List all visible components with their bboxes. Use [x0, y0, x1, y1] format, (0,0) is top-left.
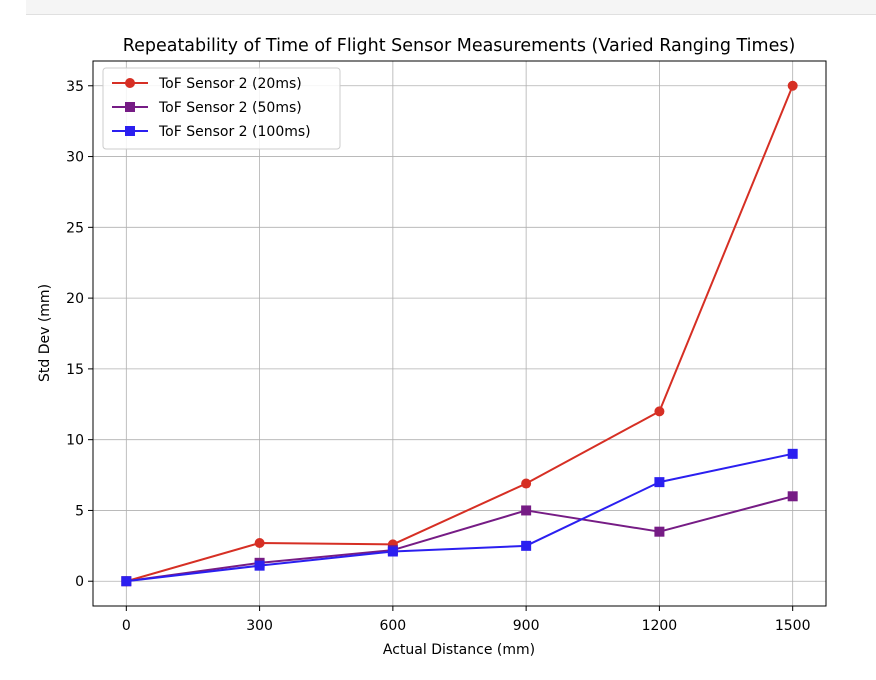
y-tick-label: 20: [66, 291, 84, 307]
legend-label: ToF Sensor 2 (50ms): [158, 100, 302, 116]
x-tick-label: 1500: [775, 618, 811, 634]
data-point: [654, 406, 665, 417]
data-point: [521, 505, 532, 516]
y-tick-label: 35: [66, 79, 84, 95]
series-line: [126, 452, 793, 583]
y-tick-label: 10: [66, 433, 84, 449]
series-line: [126, 495, 793, 583]
legend-label: ToF Sensor 2 (100ms): [158, 124, 311, 140]
y-tick-label: 30: [66, 150, 84, 166]
legend-marker: [125, 126, 135, 136]
x-tick-label: 600: [379, 618, 406, 634]
y-tick-label: 0: [75, 574, 84, 590]
data-point: [387, 546, 398, 557]
series-line: [126, 85, 794, 583]
series-lines: [121, 80, 798, 587]
y-axis-label: Std Dev (mm): [37, 284, 53, 382]
y-tick-label: 15: [66, 362, 84, 378]
data-point: [254, 560, 265, 571]
data-point: [254, 538, 265, 549]
data-point: [654, 526, 665, 537]
plot-frame: [92, 60, 827, 607]
data-point: [121, 576, 132, 587]
data-point: [654, 477, 665, 488]
data-point: [521, 540, 532, 551]
legend-marker: [125, 78, 135, 88]
grid-lines: [93, 61, 826, 606]
y-tick-label: 25: [66, 220, 84, 236]
legend-box: [102, 67, 341, 150]
chart-title: Repeatability of Time of Flight Sensor M…: [123, 36, 796, 56]
data-point: [787, 80, 798, 91]
x-tick-label: 1200: [642, 618, 678, 634]
y-tick-label: 5: [75, 503, 84, 519]
series-group: [121, 448, 798, 587]
series-group: [121, 491, 798, 587]
x-tick-label: 300: [246, 618, 273, 634]
data-point: [787, 491, 798, 502]
x-tick-label: 0: [122, 618, 131, 634]
axis-ticks: 0 300 600 900 1200 1500 0 5 10 15 20 25 30 35: [66, 79, 810, 634]
x-axis-label: Actual Distance (mm): [383, 642, 535, 658]
data-point: [787, 448, 798, 459]
data-point: [521, 478, 532, 489]
legend-marker: [125, 102, 135, 112]
legend: ToF Sensor 2 (20ms) ToF Sensor 2 (50ms) To…: [102, 67, 341, 150]
x-tick-label: 900: [513, 618, 540, 634]
cell-top-bar: [26, 0, 876, 15]
legend-label: ToF Sensor 2 (20ms): [158, 76, 302, 92]
